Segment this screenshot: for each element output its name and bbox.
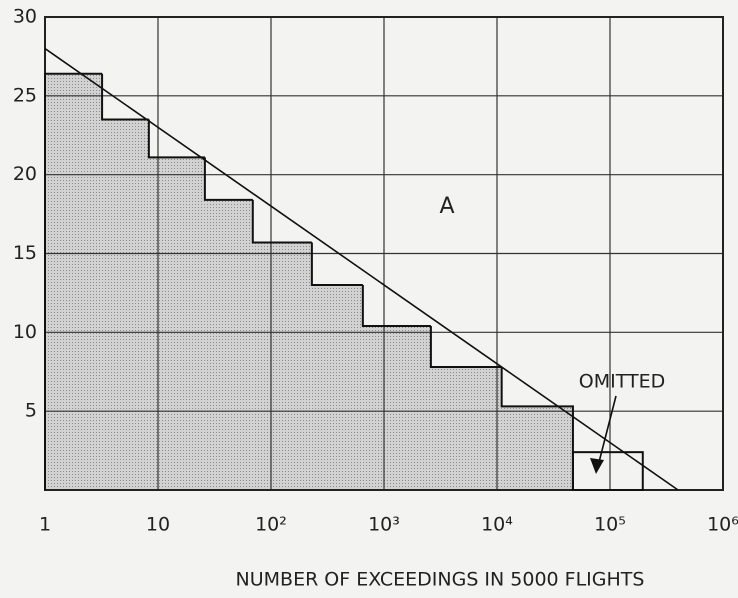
y-tick-label: 25 bbox=[13, 84, 37, 106]
x-tick-label: 10 bbox=[146, 514, 170, 536]
x-tick-label: 10⁵ bbox=[594, 514, 626, 536]
x-axis-label: NUMBER OF EXCEEDINGS IN 5000 FLIGHTS bbox=[236, 569, 645, 591]
x-tick-label: 10² bbox=[255, 514, 287, 536]
step-outline bbox=[500, 367, 574, 490]
step-outline bbox=[44, 72, 103, 490]
x-tick-label: 10⁴ bbox=[481, 514, 513, 536]
step-fill bbox=[148, 157, 205, 490]
omitted-label: OMITTED bbox=[579, 371, 665, 393]
y-tick-label: 10 bbox=[13, 321, 37, 343]
step-outline bbox=[203, 157, 253, 201]
region-label: A bbox=[439, 194, 454, 219]
step-fill bbox=[204, 199, 253, 491]
step-fill bbox=[252, 242, 312, 490]
step-fill bbox=[501, 406, 573, 490]
step-outline bbox=[361, 285, 431, 328]
x-tick-label: 10⁶ bbox=[707, 514, 738, 536]
trend-line bbox=[44, 47, 679, 491]
y-tick-label: 5 bbox=[25, 400, 37, 422]
x-tick-label: 10³ bbox=[368, 514, 400, 536]
step-outline bbox=[147, 119, 205, 159]
y-tick-label: 15 bbox=[13, 242, 37, 264]
step-outline bbox=[251, 199, 312, 244]
step-fill bbox=[311, 285, 363, 490]
step-fill bbox=[362, 326, 431, 490]
step-fill bbox=[102, 119, 149, 490]
step-outline bbox=[101, 73, 149, 121]
step-fill bbox=[45, 73, 103, 490]
step-outline bbox=[310, 242, 363, 287]
omitted-arrowhead bbox=[590, 458, 604, 474]
omitted-bar bbox=[571, 451, 644, 492]
omitted-arrow bbox=[597, 395, 617, 467]
y-tick-label: 20 bbox=[13, 163, 37, 185]
step-fill bbox=[430, 367, 502, 490]
step-outline bbox=[429, 326, 502, 369]
x-tick-label: 1 bbox=[39, 514, 51, 536]
y-tick-label: 30 bbox=[13, 6, 37, 28]
